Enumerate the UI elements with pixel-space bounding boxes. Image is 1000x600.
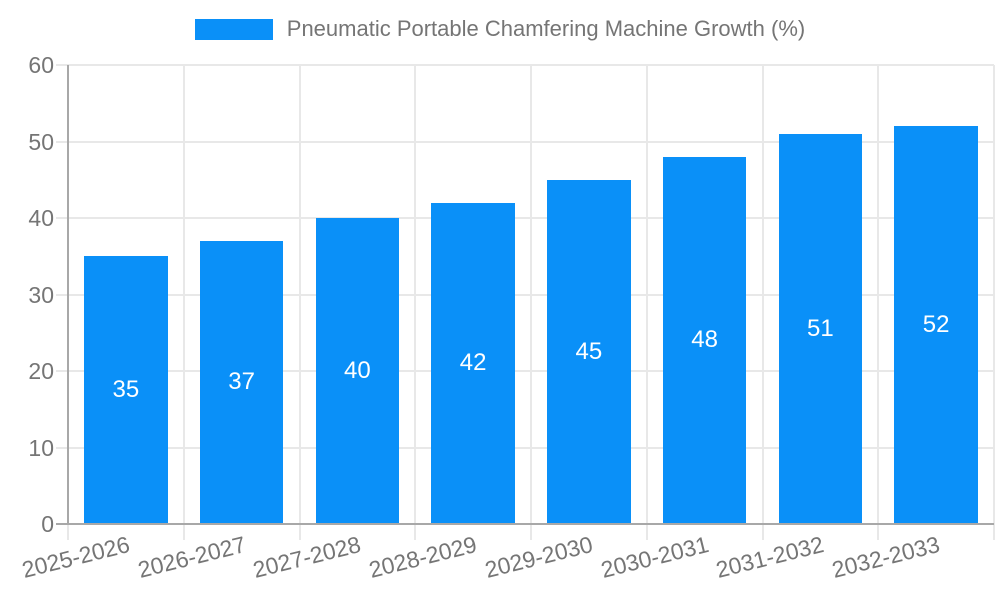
x-tick-label: 2030-2031 [597,531,711,583]
y-tick-label: 0 [41,511,54,537]
v-gridline [993,65,995,540]
plot-area: 35 37 40 42 45 48 51 52 [56,64,995,540]
legend-swatch [194,18,273,40]
v-gridline [761,65,764,540]
x-tick-label: 2029-2030 [482,531,596,583]
v-gridline [530,65,532,540]
bar-value-label: 42 [459,349,487,377]
y-tick-label: 10 [28,434,54,461]
bar-value-label: 35 [112,376,140,404]
v-gridline [645,65,648,540]
x-tick-label: 2025-2026 [19,531,133,583]
h-gridline [56,140,994,143]
bar [894,126,978,524]
bar [199,240,284,524]
x-tick-label: 2028-2029 [366,531,480,583]
bar-value-label: 52 [922,311,950,339]
bar-value-label: 45 [575,337,603,365]
y-tick-label: 60 [28,52,54,78]
bar [778,133,863,524]
x-tick-label: 2027-2028 [250,531,364,583]
v-gridline [182,65,185,540]
x-tick-label: 2031-2032 [713,531,827,583]
x-tick-label: 2026-2027 [134,531,248,583]
bar [84,256,168,524]
legend: Pneumatic Portable Chamfering Machine Gr… [0,16,1000,42]
y-tick-label: 30 [28,281,54,308]
bar-value-label: 40 [344,357,371,384]
bar [315,218,400,524]
h-gridline [56,370,994,372]
bar-value-label: 51 [807,314,834,342]
v-gridline [877,65,880,540]
h-gridline [56,64,994,66]
x-axis-line [56,523,994,525]
v-gridline [414,65,417,540]
x-axis-labels: 2025-2026 2026-2027 2027-2028 2028-2029 2029… [19,531,994,600]
bar [431,202,515,524]
bar [547,179,631,524]
y-tick-label: 20 [28,358,54,384]
bar [662,156,747,524]
bar-value-label: 48 [691,326,718,354]
legend-label: Pneumatic Portable Chamfering Machine Gr… [286,16,806,41]
y-axis-line [67,65,69,524]
h-gridline [56,446,994,449]
y-axis-labels: 0 10 20 30 40 50 60 [0,52,54,537]
y-tick-label: 40 [28,205,54,231]
v-gridline [298,65,301,540]
y-tick-label: 50 [28,128,54,155]
bar-value-label: 37 [228,368,255,396]
x-tick-label: 2032-2033 [829,531,943,583]
h-gridline [56,217,994,219]
h-gridline [56,293,994,296]
